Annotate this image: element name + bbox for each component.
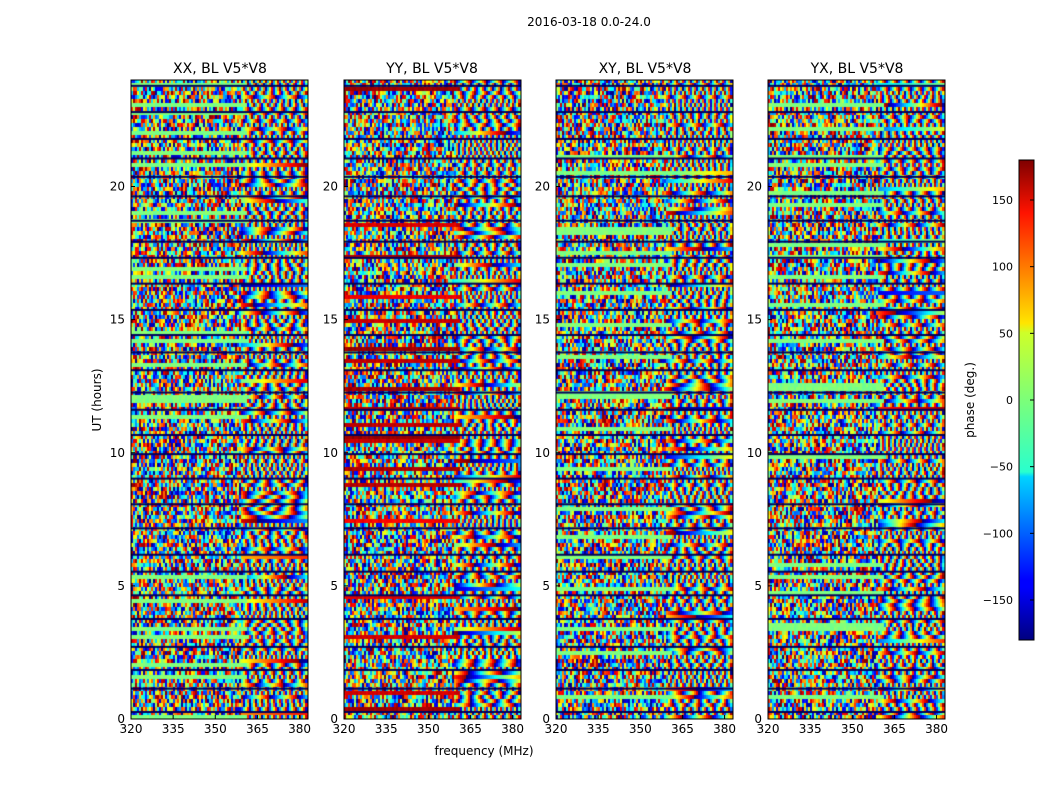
y-tick-label: 0 — [330, 712, 338, 726]
x-tick-label: 380 — [713, 722, 736, 736]
colorbar-tick-label: −100 — [983, 527, 1013, 540]
colorbar-label: phase (deg.) — [963, 362, 977, 438]
y-tick-label: 10 — [535, 446, 550, 460]
x-tick-label: 335 — [162, 722, 185, 736]
panel-title: YX, BL V5*V8 — [810, 61, 904, 77]
y-tick-label: 20 — [323, 180, 338, 194]
x-tick-label: 365 — [246, 722, 269, 736]
colorbar-tick-label: −150 — [983, 594, 1013, 607]
y-tick-label: 5 — [542, 579, 550, 593]
x-tick-label: 380 — [288, 722, 311, 736]
x-tick-label: 320 — [757, 722, 780, 736]
panel-title: XX, BL V5*V8 — [173, 61, 267, 77]
x-tick-label: 350 — [417, 722, 440, 736]
y-tick-label: 5 — [754, 579, 762, 593]
y-tick-label: 5 — [117, 579, 125, 593]
x-tick-label: 380 — [925, 722, 948, 736]
colorbar: −150 −100 −50 0 50 100 150 phase (deg.) — [963, 159, 1035, 641]
phase-heatmap-image — [344, 80, 521, 719]
x-tick-label: 335 — [799, 722, 822, 736]
phase-heatmap-image — [131, 80, 308, 719]
x-tick-label: 335 — [587, 722, 610, 736]
colorbar-tick-label: 50 — [999, 327, 1013, 340]
x-tick-label: 350 — [204, 722, 227, 736]
y-tick-label: 20 — [747, 180, 762, 194]
y-tick-label: 15 — [110, 313, 125, 327]
y-tick-label: 15 — [535, 313, 550, 327]
y-tick-label: 15 — [323, 313, 338, 327]
colorbar-tick-label: 150 — [992, 194, 1013, 207]
panel-title: YY, BL V5*V8 — [385, 61, 478, 77]
x-tick-label: 320 — [545, 722, 568, 736]
x-tick-label: 365 — [883, 722, 906, 736]
x-tick-label: 350 — [841, 722, 864, 736]
panel-xy: XY, BL V5*V8 — [599, 61, 692, 77]
y-tick-label: 10 — [323, 446, 338, 460]
x-axis-label: frequency (MHz) — [434, 744, 533, 758]
figure-suptitle: 2016-03-18 0.0-24.0 — [527, 15, 651, 29]
colorbar-tick-label: 100 — [992, 261, 1013, 274]
plot-frame — [343, 79, 522, 720]
x-tick-label: 365 — [459, 722, 482, 736]
y-axis-label: UT (hours) — [90, 368, 104, 431]
y-tick-label: 0 — [542, 712, 550, 726]
y-tick-label: 5 — [330, 579, 338, 593]
y-tick-label: 20 — [110, 180, 125, 194]
y-tick-label: 10 — [110, 446, 125, 460]
x-tick-label: 335 — [375, 722, 398, 736]
x-tick-label: 365 — [671, 722, 694, 736]
plot-frame — [555, 79, 734, 720]
x-tick-label: 320 — [333, 722, 356, 736]
plot-frame — [767, 79, 946, 720]
plot-frame — [130, 79, 309, 720]
y-tick-label: 0 — [754, 712, 762, 726]
colorbar-tick-label: −50 — [990, 461, 1013, 474]
panel-xx: XX, BL V5*V8 — [173, 61, 267, 77]
y-tick-label: 10 — [747, 446, 762, 460]
x-tick-label: 320 — [120, 722, 143, 736]
x-tick-label: 380 — [501, 722, 524, 736]
panel-title: XY, BL V5*V8 — [599, 61, 692, 77]
y-tick-label: 15 — [747, 313, 762, 327]
phase-heatmap-image — [556, 80, 733, 719]
x-tick-label: 350 — [629, 722, 652, 736]
y-tick-label: 0 — [117, 712, 125, 726]
colorbar-tick-label: 0 — [1006, 394, 1013, 407]
panel-yx: YX, BL V5*V8 — [810, 61, 904, 77]
phase-heatmap-image — [768, 80, 945, 719]
panel-yy: YY, BL V5*V8 — [385, 61, 478, 77]
y-tick-label: 20 — [535, 180, 550, 194]
